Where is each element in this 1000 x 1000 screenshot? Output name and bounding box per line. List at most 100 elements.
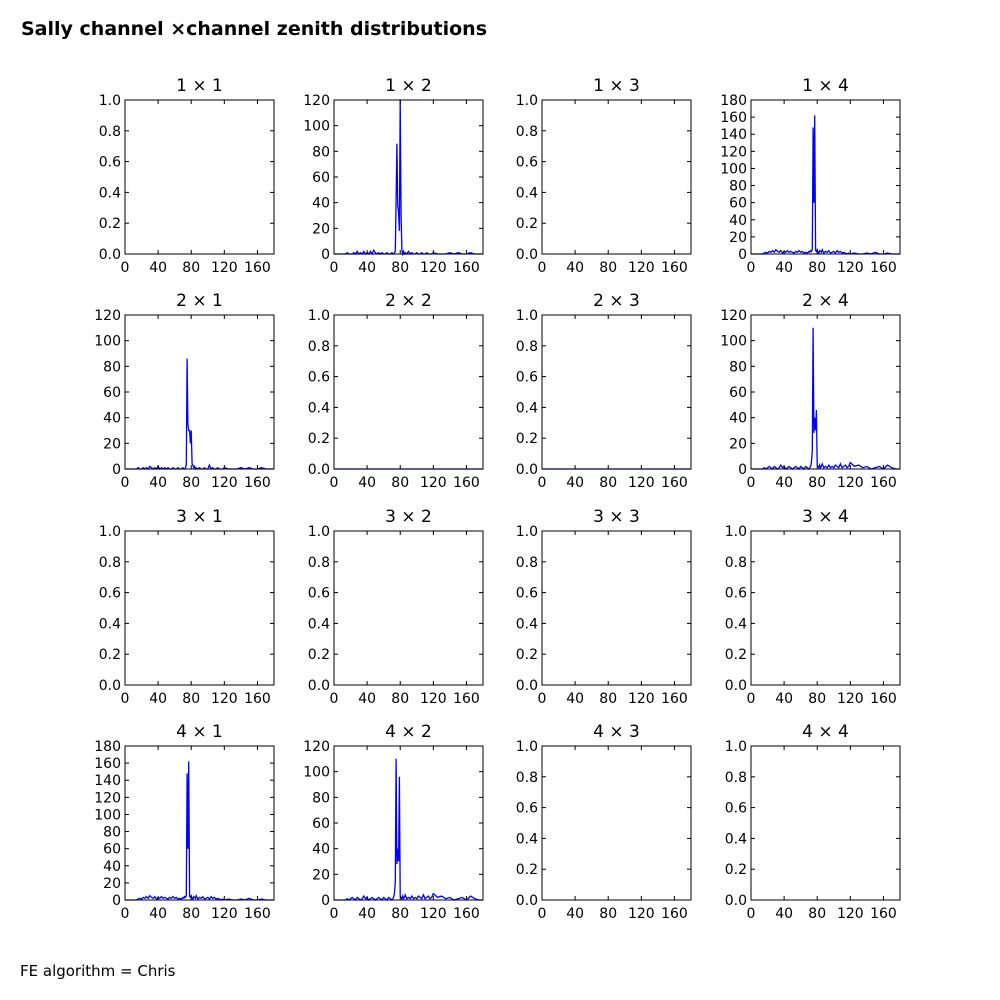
y-tick-label: 40 [103, 859, 121, 875]
figure-title: Sally channel ×channel zenith distributi… [21, 18, 488, 40]
y-tick-label: 120 [94, 308, 121, 324]
y-tick-label: 40 [729, 213, 747, 229]
y-tick-label: 0.0 [516, 462, 538, 478]
y-tick-label: 40 [312, 196, 330, 212]
x-tick-label: 160 [453, 260, 480, 276]
y-tick-label: 100 [94, 807, 121, 823]
x-tick-label: 0 [330, 260, 339, 276]
y-tick-label: 0.8 [516, 770, 538, 786]
y-tick-label: 40 [312, 842, 330, 858]
x-tick-label: 160 [870, 260, 897, 276]
y-tick-label: 1.0 [308, 308, 330, 324]
y-tick-label: 0.2 [308, 431, 330, 447]
y-tick-label: 60 [729, 196, 747, 212]
x-tick-label: 120 [628, 475, 655, 491]
y-tick-label: 0 [112, 893, 121, 909]
y-tick-label: 0.6 [308, 586, 330, 602]
subplot-2-4: 2 × 4 0 40 80 120 160 0 20 40 60 80 100 120 [720, 291, 901, 491]
y-tick-label: 0.0 [308, 678, 330, 694]
x-tick-label: 40 [775, 475, 793, 491]
y-tick-label: 0.6 [99, 586, 121, 602]
y-tick-label: 40 [729, 411, 747, 427]
series-line [125, 358, 274, 471]
x-tick-label: 160 [244, 475, 271, 491]
x-tick-label: 0 [538, 475, 547, 491]
y-tick-label: 0 [112, 462, 121, 478]
axes-frame [541, 99, 692, 255]
subplot-4-4: 4 × 4 0 40 80 120 160 0.0 0.2 0.4 0.6 0.8 1.0 [725, 722, 901, 922]
x-tick-label: 40 [149, 260, 167, 276]
x-tick-label: 0 [121, 691, 130, 707]
subplot-title: 3 × 3 [593, 507, 640, 527]
y-tick-label: 0.2 [308, 647, 330, 663]
y-tick-label: 0.6 [516, 155, 538, 171]
x-tick-label: 80 [599, 906, 617, 922]
y-tick-label: 0.0 [516, 893, 538, 909]
x-tick-label: 160 [661, 260, 688, 276]
y-tick-label: 0.4 [725, 831, 747, 847]
x-tick-label: 40 [358, 691, 376, 707]
y-tick-label: 60 [103, 385, 121, 401]
y-tick-label: 80 [729, 359, 747, 375]
subplot-4-3: 4 × 3 0 40 80 120 160 0.0 0.2 0.4 0.6 0.8 1.0 [516, 722, 692, 922]
x-tick-label: 40 [149, 475, 167, 491]
x-tick-label: 120 [837, 691, 864, 707]
x-tick-label: 0 [330, 475, 339, 491]
axes-frame [750, 314, 901, 470]
x-tick-label: 0 [747, 260, 756, 276]
x-tick-label: 120 [420, 475, 447, 491]
y-tick-label: 0.0 [725, 678, 747, 694]
subplot-1-2: 1 × 2 0 40 80 120 160 0 20 40 60 80 100 120 [303, 76, 484, 276]
y-tick-label: 1.0 [308, 524, 330, 540]
x-tick-label: 120 [837, 475, 864, 491]
y-tick-label: 0.6 [308, 370, 330, 386]
y-tick-label: 0.0 [516, 678, 538, 694]
y-tick-label: 20 [103, 436, 121, 452]
x-tick-label: 160 [244, 260, 271, 276]
y-tick-label: 0.2 [516, 216, 538, 232]
y-tick-label: 80 [312, 144, 330, 160]
x-tick-label: 0 [330, 691, 339, 707]
y-tick-label: 0 [321, 893, 330, 909]
subplot-title: 4 × 2 [385, 722, 432, 742]
x-tick-label: 160 [870, 475, 897, 491]
x-tick-label: 80 [599, 475, 617, 491]
axes-frame [541, 530, 692, 686]
y-tick-label: 0 [321, 247, 330, 263]
y-tick-label: 0 [738, 462, 747, 478]
x-tick-label: 40 [775, 691, 793, 707]
y-tick-label: 120 [720, 144, 747, 160]
y-tick-label: 1.0 [516, 93, 538, 109]
y-tick-label: 0.4 [516, 185, 538, 201]
y-tick-label: 0.2 [99, 216, 121, 232]
x-tick-label: 40 [358, 906, 376, 922]
figure-footer: FE algorithm = Chris [20, 962, 176, 980]
x-tick-label: 120 [628, 691, 655, 707]
x-tick-label: 80 [182, 260, 200, 276]
y-tick-label: 0.4 [516, 616, 538, 632]
y-tick-label: 160 [720, 110, 747, 126]
y-tick-label: 0.4 [516, 400, 538, 416]
y-tick-label: 1.0 [99, 93, 121, 109]
y-tick-label: 0.6 [516, 370, 538, 386]
subplot-2-2: 2 × 2 0 40 80 120 160 0.0 0.2 0.4 0.6 0.8 1.0 [308, 291, 484, 491]
x-tick-label: 80 [391, 906, 409, 922]
y-tick-label: 0.4 [725, 616, 747, 632]
y-tick-label: 1.0 [516, 524, 538, 540]
axes-frame [333, 99, 484, 255]
y-tick-label: 0.0 [99, 247, 121, 263]
y-tick-label: 100 [303, 765, 330, 781]
axes-frame [750, 530, 901, 686]
y-tick-label: 0.2 [99, 647, 121, 663]
y-tick-label: 1.0 [725, 739, 747, 755]
y-tick-label: 0.4 [516, 831, 538, 847]
x-tick-label: 80 [182, 475, 200, 491]
x-tick-label: 0 [747, 691, 756, 707]
y-tick-label: 100 [94, 334, 121, 350]
subplot-1-1: 1 × 1 0 40 80 120 160 0.0 0.2 0.4 0.6 0.8 1.0 [99, 76, 275, 276]
subplot-title: 3 × 2 [385, 507, 432, 527]
y-tick-label: 60 [103, 842, 121, 858]
y-tick-label: 120 [94, 790, 121, 806]
x-tick-label: 160 [453, 475, 480, 491]
y-tick-label: 0.8 [308, 339, 330, 355]
